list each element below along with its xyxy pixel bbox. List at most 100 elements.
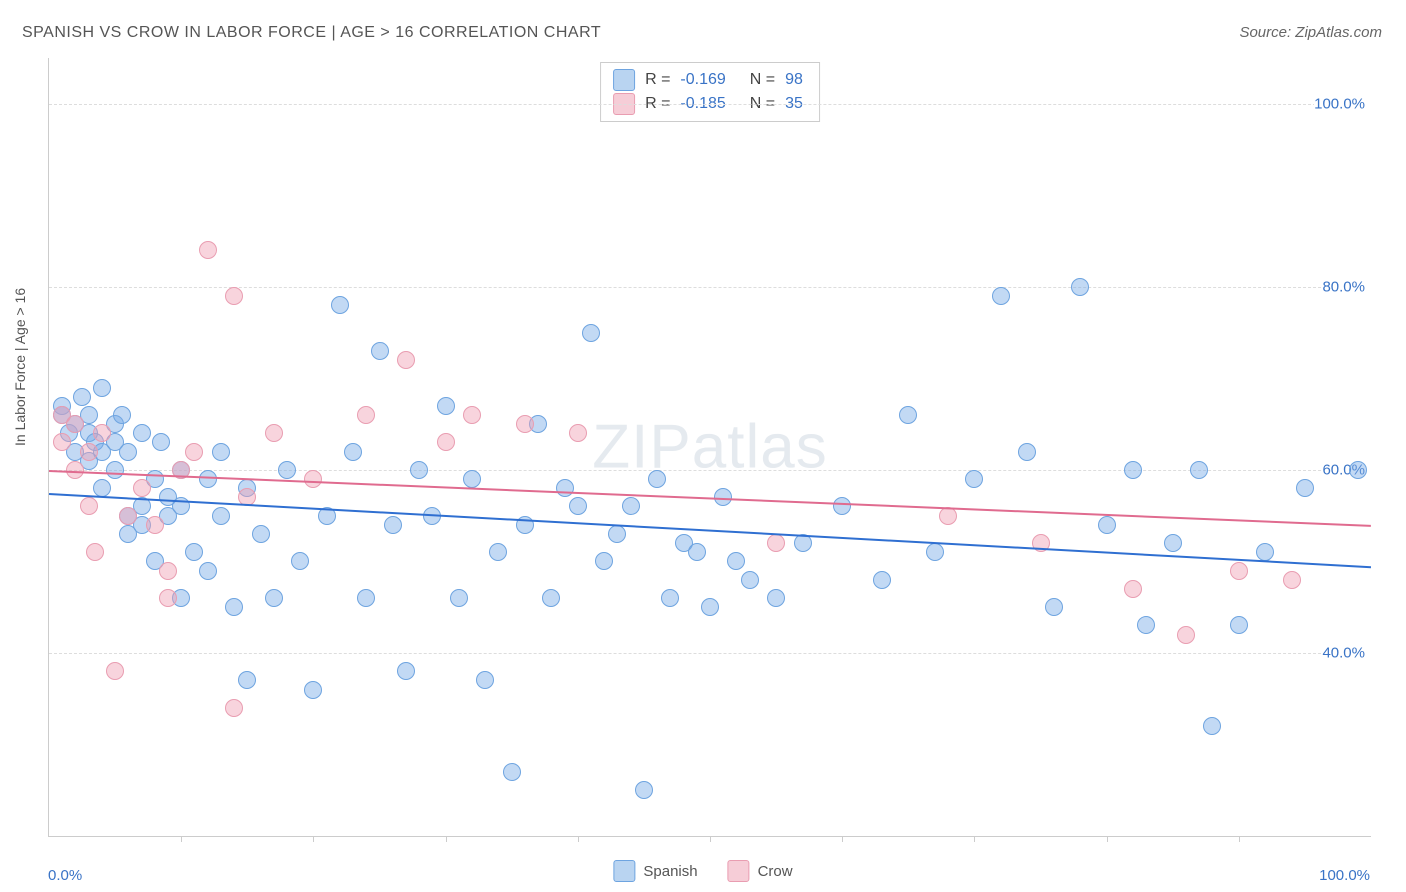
data-point xyxy=(265,424,283,442)
data-point xyxy=(899,406,917,424)
watermark-text-a: ZIP xyxy=(592,413,691,482)
gridline xyxy=(49,470,1371,471)
y-axis-label: In Labor Force | Age > 16 xyxy=(12,288,28,446)
data-point xyxy=(1164,534,1182,552)
x-tick xyxy=(578,836,579,842)
data-point xyxy=(265,589,283,607)
legend-swatch xyxy=(728,860,750,882)
data-point xyxy=(212,443,230,461)
x-tick xyxy=(313,836,314,842)
plot-area: ZIPatlas R = -0.169N = 98R = -0.185N = 3… xyxy=(48,58,1371,837)
legend-swatch xyxy=(613,860,635,882)
legend-n-value: 98 xyxy=(785,71,803,89)
data-point xyxy=(622,497,640,515)
gridline xyxy=(49,104,1371,105)
data-point xyxy=(1137,616,1155,634)
data-point xyxy=(1203,717,1221,735)
data-point xyxy=(965,470,983,488)
data-point xyxy=(1230,616,1248,634)
data-point xyxy=(648,470,666,488)
data-point xyxy=(199,241,217,259)
data-point xyxy=(556,479,574,497)
data-point xyxy=(1230,562,1248,580)
legend-label: Spanish xyxy=(643,863,697,880)
data-point xyxy=(357,589,375,607)
data-point xyxy=(569,497,587,515)
data-point xyxy=(1190,461,1208,479)
data-point xyxy=(992,287,1010,305)
x-axis-max-label: 100.0% xyxy=(1319,867,1370,884)
data-point xyxy=(476,671,494,689)
data-point xyxy=(701,598,719,616)
data-point xyxy=(304,470,322,488)
data-point xyxy=(1071,278,1089,296)
watermark-text-b: atlas xyxy=(692,413,828,482)
data-point xyxy=(1177,626,1195,644)
data-point xyxy=(371,342,389,360)
legend-item: Crow xyxy=(728,860,793,882)
data-point xyxy=(73,388,91,406)
legend-r-label: R = xyxy=(645,71,670,89)
trend-line xyxy=(49,493,1371,568)
data-point xyxy=(80,497,98,515)
x-tick xyxy=(842,836,843,842)
chart-title: SPANISH VS CROW IN LABOR FORCE | AGE > 1… xyxy=(22,24,601,42)
data-point xyxy=(113,406,131,424)
data-point xyxy=(344,443,362,461)
data-point xyxy=(450,589,468,607)
data-point xyxy=(1283,571,1301,589)
data-point xyxy=(569,424,587,442)
data-point xyxy=(608,525,626,543)
data-point xyxy=(225,699,243,717)
data-point xyxy=(199,562,217,580)
data-point xyxy=(146,516,164,534)
data-point xyxy=(489,543,507,561)
data-point xyxy=(384,516,402,534)
data-point xyxy=(304,681,322,699)
x-tick xyxy=(1107,836,1108,842)
data-point xyxy=(516,415,534,433)
x-tick xyxy=(974,836,975,842)
y-tick-label: 80.0% xyxy=(1322,278,1371,295)
legend-row: R = -0.169N = 98 xyxy=(613,69,803,91)
data-point xyxy=(437,397,455,415)
data-point xyxy=(767,534,785,552)
data-point xyxy=(119,443,137,461)
legend-item: Spanish xyxy=(613,860,697,882)
data-point xyxy=(661,589,679,607)
source-attribution: Source: ZipAtlas.com xyxy=(1239,24,1382,41)
data-point xyxy=(53,433,71,451)
y-tick-label: 100.0% xyxy=(1314,95,1371,112)
data-point xyxy=(86,543,104,561)
data-point xyxy=(278,461,296,479)
data-point xyxy=(212,507,230,525)
data-point xyxy=(635,781,653,799)
x-tick xyxy=(446,836,447,842)
data-point xyxy=(80,443,98,461)
x-axis-min-label: 0.0% xyxy=(48,867,82,884)
data-point xyxy=(688,543,706,561)
correlation-legend: R = -0.169N = 98R = -0.185N = 35 xyxy=(600,62,820,122)
data-point xyxy=(66,415,84,433)
data-point xyxy=(1296,479,1314,497)
data-point xyxy=(741,571,759,589)
data-point xyxy=(225,598,243,616)
watermark: ZIPatlas xyxy=(592,412,827,483)
data-point xyxy=(357,406,375,424)
data-point xyxy=(106,461,124,479)
data-point xyxy=(93,424,111,442)
gridline xyxy=(49,653,1371,654)
data-point xyxy=(1045,598,1063,616)
legend-label: Crow xyxy=(758,863,793,880)
data-point xyxy=(1256,543,1274,561)
data-point xyxy=(1018,443,1036,461)
data-point xyxy=(873,571,891,589)
data-point xyxy=(331,296,349,314)
data-point xyxy=(159,562,177,580)
legend-r-value: -0.169 xyxy=(680,71,725,89)
data-point xyxy=(93,379,111,397)
data-point xyxy=(133,424,151,442)
x-tick xyxy=(710,836,711,842)
data-point xyxy=(463,406,481,424)
x-tick xyxy=(1239,836,1240,842)
